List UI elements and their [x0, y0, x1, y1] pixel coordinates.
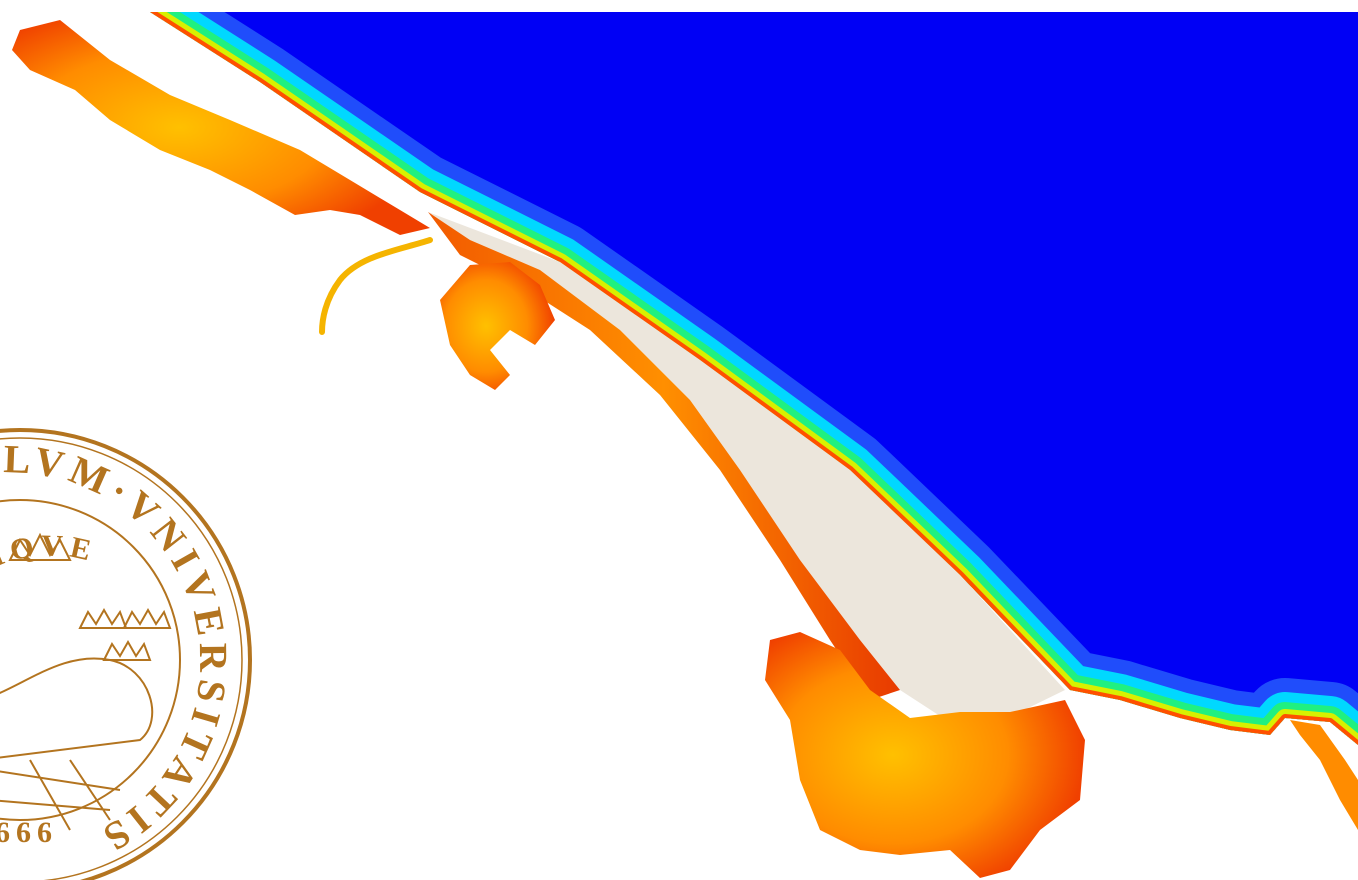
page: * SIGILLVM·VNIVERSITATIS RVMQVE 666 (() … — [0, 0, 1358, 880]
seal-year: 666 — [0, 816, 58, 849]
river — [322, 240, 430, 332]
seal-inner-text: RVMQVE — [0, 529, 100, 614]
sea — [150, 12, 1358, 745]
map: * SIGILLVM·VNIVERSITATIS RVMQVE 666 — [0, 0, 1358, 880]
university-seal: * SIGILLVM·VNIVERSITATIS RVMQVE 666 — [0, 430, 250, 880]
seal-inner-text-path: RVMQVE — [0, 529, 100, 614]
